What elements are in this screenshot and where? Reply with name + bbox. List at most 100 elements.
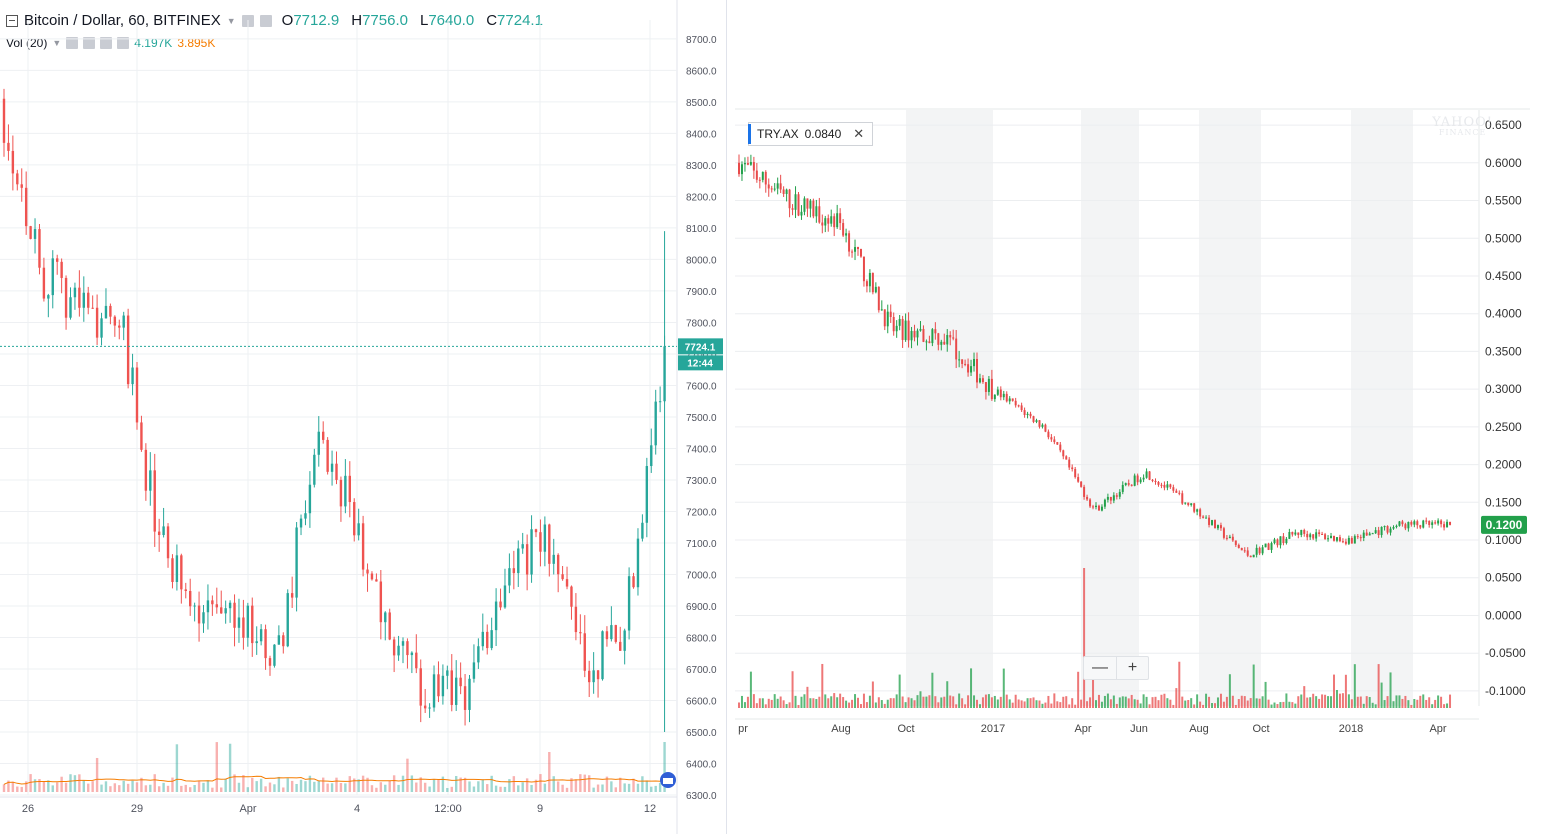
y-tick-label: 7500.0 [686, 413, 717, 424]
candle-body [1199, 509, 1202, 517]
candle-body [1401, 521, 1404, 525]
candle-body [1222, 528, 1225, 538]
ticker-chip[interactable]: TRY.AX 0.0840 ✕ [748, 122, 874, 146]
volume-bar [255, 781, 258, 792]
y-tick-label: 7800.0 [686, 318, 717, 329]
candle-body [987, 378, 990, 392]
candle-body [1044, 424, 1047, 432]
volume-bar [952, 696, 955, 708]
candle-body [126, 315, 130, 385]
y-tick-label: 0.2000 [1485, 458, 1522, 472]
close-icon[interactable]: ✕ [853, 126, 865, 141]
y-tick-label: 0.6500 [1485, 118, 1522, 132]
candle-body [295, 527, 298, 598]
candle-body [144, 449, 148, 491]
candle-body [895, 325, 898, 332]
candle-body [1285, 538, 1288, 544]
visibility-icon[interactable] [241, 14, 254, 27]
volume-label[interactable]: Vol (20) [6, 36, 48, 50]
zoom-controls: — + [1083, 656, 1149, 680]
settings-icon[interactable] [259, 14, 272, 27]
candle-body [1344, 541, 1347, 544]
candle-body [530, 529, 533, 575]
volume-bar [109, 786, 112, 792]
volume-bar [993, 695, 996, 708]
candle-body [839, 213, 842, 224]
candle-body [1112, 495, 1115, 501]
candle-body [273, 644, 276, 666]
volume-bar [517, 785, 520, 792]
candle-body [1059, 444, 1062, 451]
volume-bar [1145, 696, 1148, 708]
volume-bar [180, 785, 183, 792]
candle-body [375, 579, 378, 582]
series-color-marker [748, 124, 751, 144]
volume-bar [833, 693, 836, 708]
volume-bar [392, 775, 396, 792]
candle-body [202, 612, 205, 624]
y-tick-label: 8700.0 [686, 35, 717, 46]
volume-bar [29, 774, 32, 792]
y-tick-label: 0.0500 [1485, 571, 1522, 585]
volume-bar [1240, 695, 1243, 708]
yahoo-chart-panel[interactable]: 0.6500 0.6000 0.5500 0.5000 0.4500 0.4000 0.35… [735, 108, 1559, 743]
zoom-in-button[interactable]: + [1116, 657, 1148, 679]
candle-body [1157, 482, 1160, 485]
candle-body [1219, 525, 1222, 529]
zoom-out-button[interactable]: — [1092, 659, 1108, 676]
volume-bar [946, 681, 949, 708]
add-icon[interactable] [100, 37, 113, 49]
candle-body [773, 188, 776, 190]
volume-bar [459, 777, 462, 792]
candle-body [1279, 536, 1282, 546]
volume-bar [1100, 701, 1103, 708]
candle-body [1184, 502, 1187, 504]
tradingview-chart-panel[interactable]: Bitcoin / Dollar, 60, BITFINEX ▼ O7712.9… [0, 0, 727, 834]
candle-body [1440, 520, 1443, 525]
candle-body [579, 632, 582, 634]
symbol-title[interactable]: Bitcoin / Dollar, 60, BITFINEX [24, 12, 221, 29]
visibility-icon[interactable] [66, 37, 79, 49]
candle-body [862, 256, 865, 282]
volume-bar [126, 783, 130, 792]
volume-bar [1029, 698, 1032, 708]
volume-bar [1214, 703, 1216, 708]
volume-bar [934, 696, 937, 708]
candle-body [1002, 393, 1005, 398]
volume-bar [1017, 699, 1020, 708]
volume-ma-value: 3.895K [177, 36, 216, 50]
volume-bar [1178, 661, 1181, 708]
candle-body [180, 555, 183, 590]
volume-bar [348, 776, 351, 792]
chevron-down-icon[interactable]: ▼ [226, 15, 236, 26]
volume-bar [1449, 694, 1452, 708]
candle-body [423, 705, 427, 709]
candle-body [848, 233, 851, 252]
y-tick-label: 8200.0 [686, 192, 717, 203]
volume-bar [534, 779, 538, 792]
ohlc-low: L7640.0 [419, 12, 475, 29]
candle-body [353, 502, 356, 536]
candle-body [830, 216, 833, 224]
candle-body [366, 569, 369, 574]
candle-body [812, 200, 815, 217]
volume-bar [636, 783, 640, 792]
volume-bar [851, 699, 854, 708]
volume-bar [1121, 696, 1124, 708]
candle-body [1327, 538, 1330, 540]
collapse-legend-icon[interactable] [6, 14, 18, 27]
volume-bar [842, 697, 845, 708]
volume-value: 4.197K [134, 36, 173, 50]
candle-body [654, 401, 657, 446]
volume-bar [883, 703, 886, 708]
candle-body [1315, 532, 1318, 539]
volume-bar [446, 787, 449, 792]
candle-body [1208, 517, 1211, 525]
volume-bar [1398, 695, 1401, 708]
close-icon[interactable] [117, 37, 130, 49]
settings-icon[interactable] [83, 37, 96, 49]
candle-body [322, 431, 325, 440]
chevron-down-icon[interactable]: ▼ [52, 38, 62, 48]
volume-bar [370, 785, 374, 792]
volume-bar [1083, 568, 1086, 708]
